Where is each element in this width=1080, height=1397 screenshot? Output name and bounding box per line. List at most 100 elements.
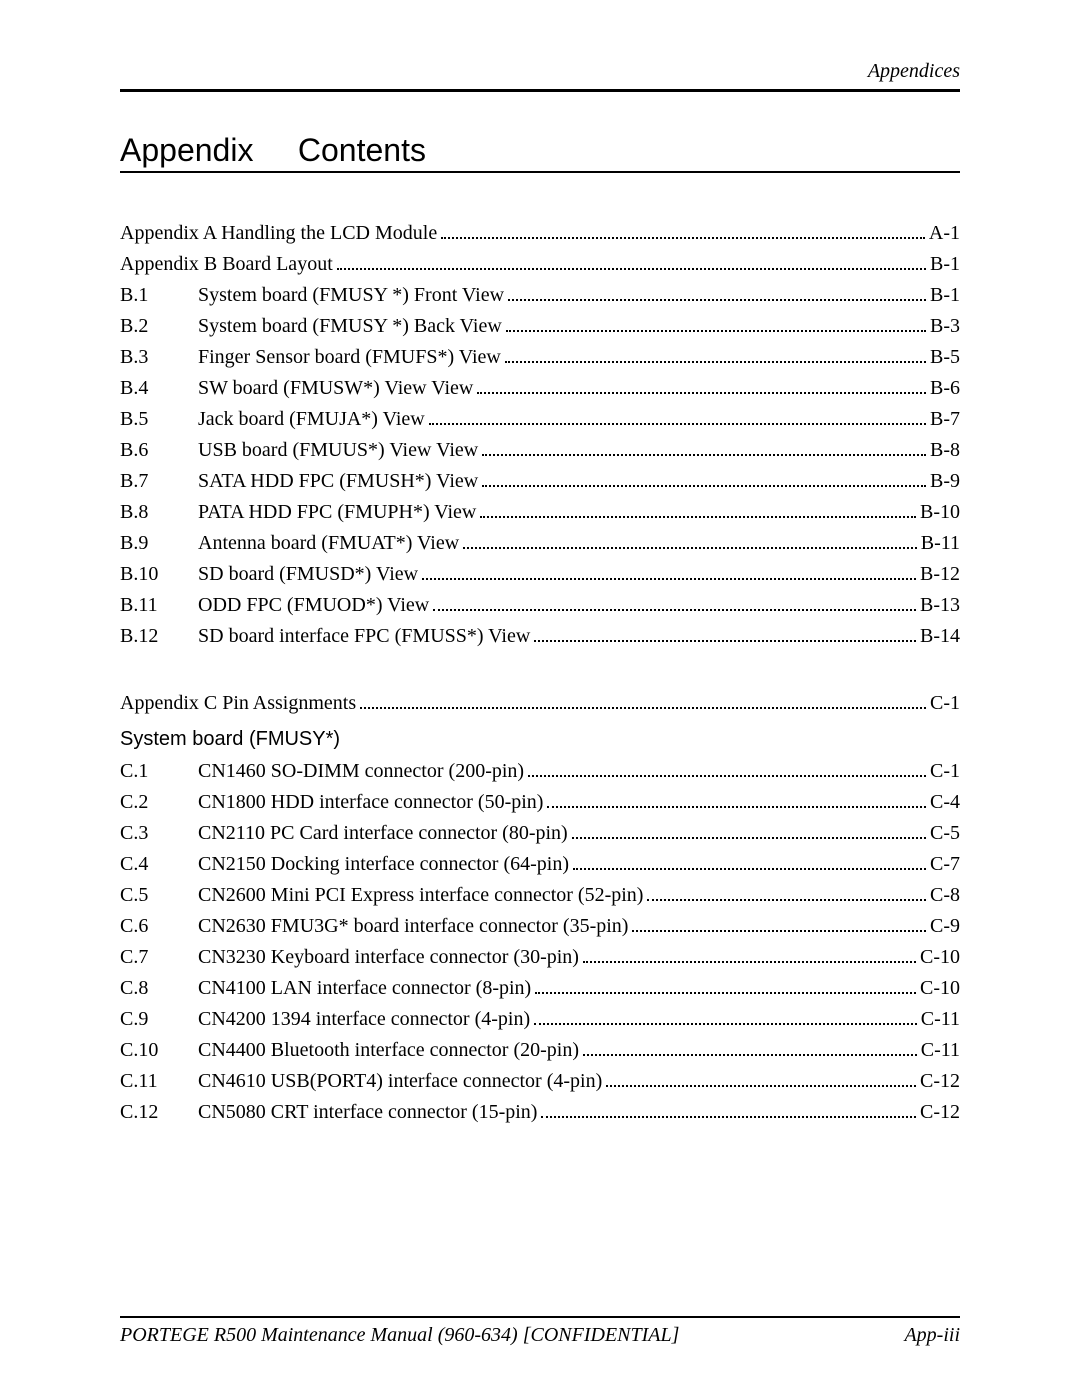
toc-entry-number: B.8 [120, 502, 198, 522]
toc-entry-label: SD board interface FPC (FMUSS*) View [198, 626, 530, 646]
toc-entry: C.10CN4400 Bluetooth interface connector… [120, 1040, 960, 1060]
toc-entry: B.6USB board (FMUUS*) View ViewB-8 [120, 440, 960, 460]
toc-leader-dots [433, 596, 916, 611]
toc-entry-number: B.7 [120, 471, 198, 491]
toc-entry-label: Appendix B Board Layout [120, 254, 333, 274]
toc-entry-number: C.1 [120, 761, 198, 781]
toc-entry: Appendix A Handling the LCD ModuleA-1 [120, 223, 960, 243]
toc-leader-dots [583, 1041, 917, 1056]
toc-entry: C.12CN5080 CRT interface connector (15-p… [120, 1102, 960, 1122]
toc-entry: B.4SW board (FMUSW*) View ViewB-6 [120, 378, 960, 398]
toc-entry-label: CN4400 Bluetooth interface connector (20… [198, 1040, 579, 1060]
toc-section-c: C.1CN1460 SO-DIMM connector (200-pin)C-1… [120, 761, 960, 1133]
toc-entry-page: C-8 [930, 885, 960, 905]
toc-entry-page: B-11 [921, 533, 960, 553]
toc-leader-dots [573, 855, 926, 870]
toc-entry-page: B-7 [930, 409, 960, 429]
toc-leader-dots [528, 762, 926, 777]
toc-entry-label: CN2630 FMU3G* board interface connector … [198, 916, 628, 936]
toc-leader-dots [647, 886, 926, 901]
toc-entry: Appendix C Pin Assignments C-1 [120, 693, 960, 713]
toc-leader-dots [441, 224, 925, 239]
toc-entry: C.8CN4100 LAN interface connector (8-pin… [120, 978, 960, 998]
toc-leader-dots [360, 694, 926, 709]
toc-entry-page: C-1 [930, 761, 960, 781]
toc-leader-dots [534, 1010, 917, 1025]
toc-entry-number: B.12 [120, 626, 198, 646]
toc-entry-number: B.4 [120, 378, 198, 398]
toc-entry-page: C-4 [930, 792, 960, 812]
toc-entry-number: B.10 [120, 564, 198, 584]
toc-entry: B.2System board (FMUSY *) Back ViewB-3 [120, 316, 960, 336]
toc-entry-label: Appendix A Handling the LCD Module [120, 223, 437, 243]
toc-entry: Appendix B Board LayoutB-1 [120, 254, 960, 274]
toc-entry-label: CN4100 LAN interface connector (8-pin) [198, 978, 531, 998]
toc-leader-dots [422, 565, 916, 580]
toc-leader-dots [480, 503, 916, 518]
toc-entry-number: B.9 [120, 533, 198, 553]
toc-entry-page: C-10 [920, 978, 960, 998]
page: Appendices Appendix Contents Appendix A … [0, 0, 1080, 1397]
toc-entry: B.1System board (FMUSY *) Front ViewB-1 [120, 285, 960, 305]
toc-entry-page: C-10 [920, 947, 960, 967]
toc-entry-label: SW board (FMUSW*) View View [198, 378, 473, 398]
toc-entry-label: CN2150 Docking interface connector (64-p… [198, 854, 569, 874]
title-rule [120, 171, 960, 173]
toc-entry-number: C.3 [120, 823, 198, 843]
toc-entry: C.6CN2630 FMU3G* board interface connect… [120, 916, 960, 936]
toc-entry-number: B.5 [120, 409, 198, 429]
toc-entry: B.9Antenna board (FMUAT*) ViewB-11 [120, 533, 960, 553]
toc-entry-number: C.4 [120, 854, 198, 874]
footer: PORTEGE R500 Maintenance Manual (960-634… [120, 1316, 960, 1347]
toc-entry-number: C.8 [120, 978, 198, 998]
toc-leader-dots [505, 348, 926, 363]
toc-leader-dots [429, 410, 926, 425]
toc-leader-dots [482, 472, 926, 487]
toc-entry-label: PATA HDD FPC (FMUPH*) View [198, 502, 476, 522]
toc-entry-label: SD board (FMUSD*) View [198, 564, 418, 584]
toc-entry-label: SATA HDD FPC (FMUSH*) View [198, 471, 478, 491]
toc-leader-dots [337, 255, 926, 270]
toc-entry-number: B.11 [120, 595, 198, 615]
toc-leader-dots [463, 534, 917, 549]
toc-leader-dots [506, 317, 926, 332]
section-gap [120, 657, 960, 693]
toc-entry: B.3Finger Sensor board (FMUFS*) ViewB-5 [120, 347, 960, 367]
toc-entry-page: B-14 [920, 626, 960, 646]
toc-entry-page: C-9 [930, 916, 960, 936]
toc-leader-dots [508, 286, 926, 301]
title-word-1: Appendix [120, 132, 253, 168]
toc-entry-label: ODD FPC (FMUOD*) View [198, 595, 429, 615]
toc-leader-dots [534, 627, 916, 642]
toc-entry: B.5Jack board (FMUJA*) View B-7 [120, 409, 960, 429]
toc-entry-label: USB board (FMUUS*) View View [198, 440, 478, 460]
header-right-label: Appendices [120, 60, 960, 83]
toc-entry-page: B-13 [920, 595, 960, 615]
toc-entry-page: B-9 [930, 471, 960, 491]
toc-leader-dots [632, 917, 926, 932]
toc-entry: B.12SD board interface FPC (FMUSS*) View… [120, 626, 960, 646]
toc-entry-page: C-1 [930, 693, 960, 713]
toc-section-b: Appendix A Handling the LCD ModuleA-1App… [120, 223, 960, 657]
toc-entry-number: C.12 [120, 1102, 198, 1122]
toc-entry-number: B.1 [120, 285, 198, 305]
toc-entry-label: Jack board (FMUJA*) View [198, 409, 425, 429]
toc-entry-page: C-11 [921, 1040, 960, 1060]
toc-entry-page: B-8 [930, 440, 960, 460]
toc-entry: C.1CN1460 SO-DIMM connector (200-pin)C-1 [120, 761, 960, 781]
toc-entry-number: C.6 [120, 916, 198, 936]
toc-entry: B.11ODD FPC (FMUOD*) View B-13 [120, 595, 960, 615]
toc-entry-number: C.9 [120, 1009, 198, 1029]
toc-entry-label: CN2600 Mini PCI Express interface connec… [198, 885, 643, 905]
toc-entry: C.9CN4200 1394 interface connector (4-pi… [120, 1009, 960, 1029]
toc-entry-label: CN4610 USB(PORT4) interface connector (4… [198, 1071, 602, 1091]
toc-entry: B.7SATA HDD FPC (FMUSH*) View B-9 [120, 471, 960, 491]
toc-entry-label: CN2110 PC Card interface connector (80-p… [198, 823, 568, 843]
toc-subheading: System board (FMUSY*) [120, 728, 960, 751]
toc-leader-dots [583, 948, 916, 963]
bottom-rule [120, 1316, 960, 1318]
toc-entry-label: CN1800 HDD interface connector (50-pin) [198, 792, 543, 812]
toc-entry: C.11CN4610 USB(PORT4) interface connecto… [120, 1071, 960, 1091]
toc-entry: C.4CN2150 Docking interface connector (6… [120, 854, 960, 874]
footer-right: App-iii [904, 1324, 960, 1347]
